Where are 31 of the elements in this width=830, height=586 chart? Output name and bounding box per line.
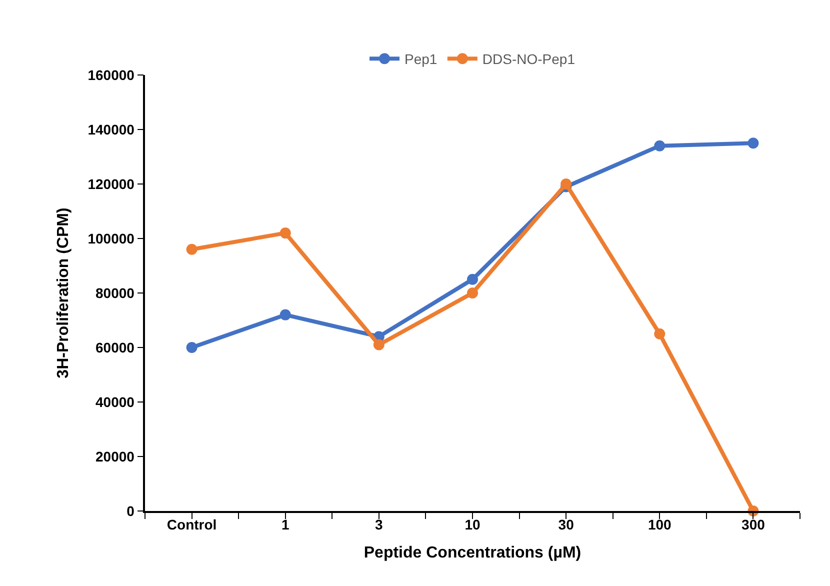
y-tick-label: 40000 — [96, 394, 135, 410]
y-axis-title: 3H-Proliferation (CPM) — [55, 208, 72, 378]
x-tick-label: 300 — [742, 516, 766, 533]
x-tick-label: 100 — [648, 516, 672, 533]
y-tick-label: 80000 — [96, 284, 135, 301]
point — [280, 309, 291, 320]
y-tick-label: 140000 — [88, 121, 135, 138]
point — [186, 244, 198, 255]
point — [654, 140, 666, 152]
point — [654, 328, 666, 340]
point — [467, 288, 478, 298]
x-tick-label: 1 — [281, 516, 290, 533]
y-tick-label: 100000 — [88, 230, 135, 246]
x-tick-label: 10 — [464, 516, 480, 533]
point — [467, 274, 478, 285]
y-tick-label: 0 — [126, 502, 135, 519]
x-tick-label: 30 — [558, 516, 574, 533]
x-tick-label: 3 — [375, 516, 384, 533]
x-axis-title: Peptide Concentrations (µM) — [364, 544, 582, 562]
point — [186, 342, 198, 353]
legend-label: Pep1 — [404, 51, 438, 68]
y-tick-label: 20000 — [96, 448, 135, 464]
point — [748, 138, 759, 149]
x-tick-label: Control — [166, 516, 217, 533]
legend-label: DDS-NO-Pep1 — [482, 51, 576, 68]
point — [373, 339, 384, 350]
point — [560, 178, 572, 190]
y-tick-label: 160000 — [88, 66, 135, 83]
y-tick-label: 60000 — [96, 339, 135, 356]
y-tick-label: 120000 — [88, 176, 135, 192]
point — [280, 228, 291, 239]
